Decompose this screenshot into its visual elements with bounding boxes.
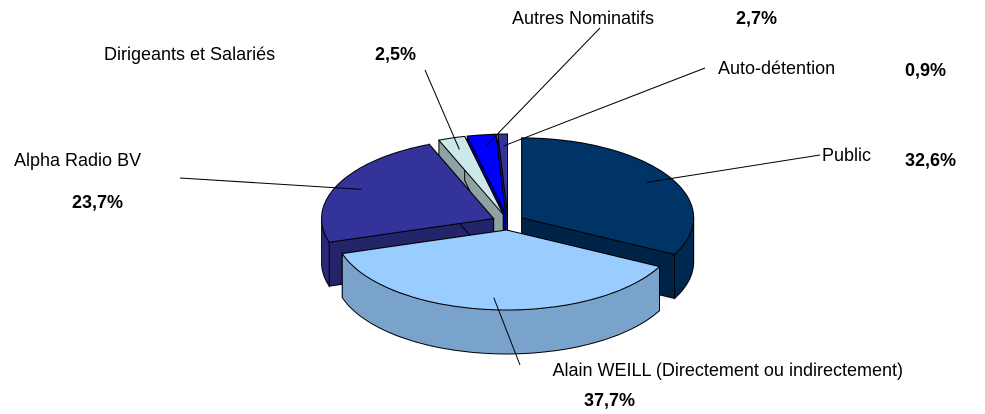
value-label: 23,7% — [72, 192, 124, 212]
leader-line — [179, 177, 362, 190]
leader-line — [484, 27, 601, 148]
slice-top — [521, 137, 695, 256]
value-label: 0,9% — [905, 60, 947, 80]
slice-label: Public — [822, 145, 872, 165]
slice-label: Alain WEILL (Directement ou indirectemen… — [552, 360, 903, 380]
slice-label: Dirigeants et Salariés — [104, 44, 276, 64]
slice-label: Alpha Radio BV — [14, 150, 142, 170]
slice-top — [497, 133, 508, 215]
leader-line — [424, 69, 460, 150]
leader-line — [646, 154, 821, 183]
slice-top — [341, 229, 661, 311]
leader-line — [503, 67, 706, 147]
slice-top — [321, 143, 495, 243]
value-label: 32,6% — [905, 150, 957, 170]
value-label: 2,7% — [736, 8, 778, 28]
slice-top — [466, 133, 507, 215]
slice-label: Autres Nominatifs — [512, 8, 655, 28]
value-label: 37,7% — [584, 390, 636, 410]
leader-line — [493, 297, 521, 366]
slice-top — [437, 135, 504, 215]
value-label: 2,5% — [375, 44, 417, 64]
slice — [341, 229, 661, 355]
slice-label: Auto-détention — [718, 58, 836, 78]
